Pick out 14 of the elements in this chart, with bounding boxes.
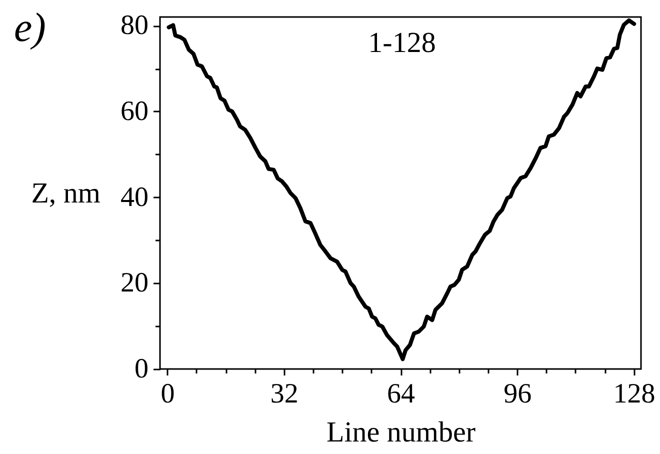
x-axis-title: Line number [326, 416, 476, 448]
x-tick-label: 64 [387, 378, 415, 410]
y-tick-label: 40 [120, 182, 148, 213]
y-tick-label: 80 [120, 10, 148, 42]
text: e) [14, 4, 46, 50]
x-tick-label: 96 [504, 378, 532, 410]
x-tick-label: 32 [270, 378, 298, 410]
y-tick-label: 20 [120, 268, 148, 299]
y-tick-label: 60 [120, 96, 148, 127]
annotation: 1-128 [368, 27, 436, 59]
y-axis-title: Z, nm [31, 178, 101, 210]
x-tick-label: 128 [613, 378, 656, 410]
x-tick-label: 0 [160, 378, 175, 410]
y-tick-label: 0 [134, 354, 148, 384]
